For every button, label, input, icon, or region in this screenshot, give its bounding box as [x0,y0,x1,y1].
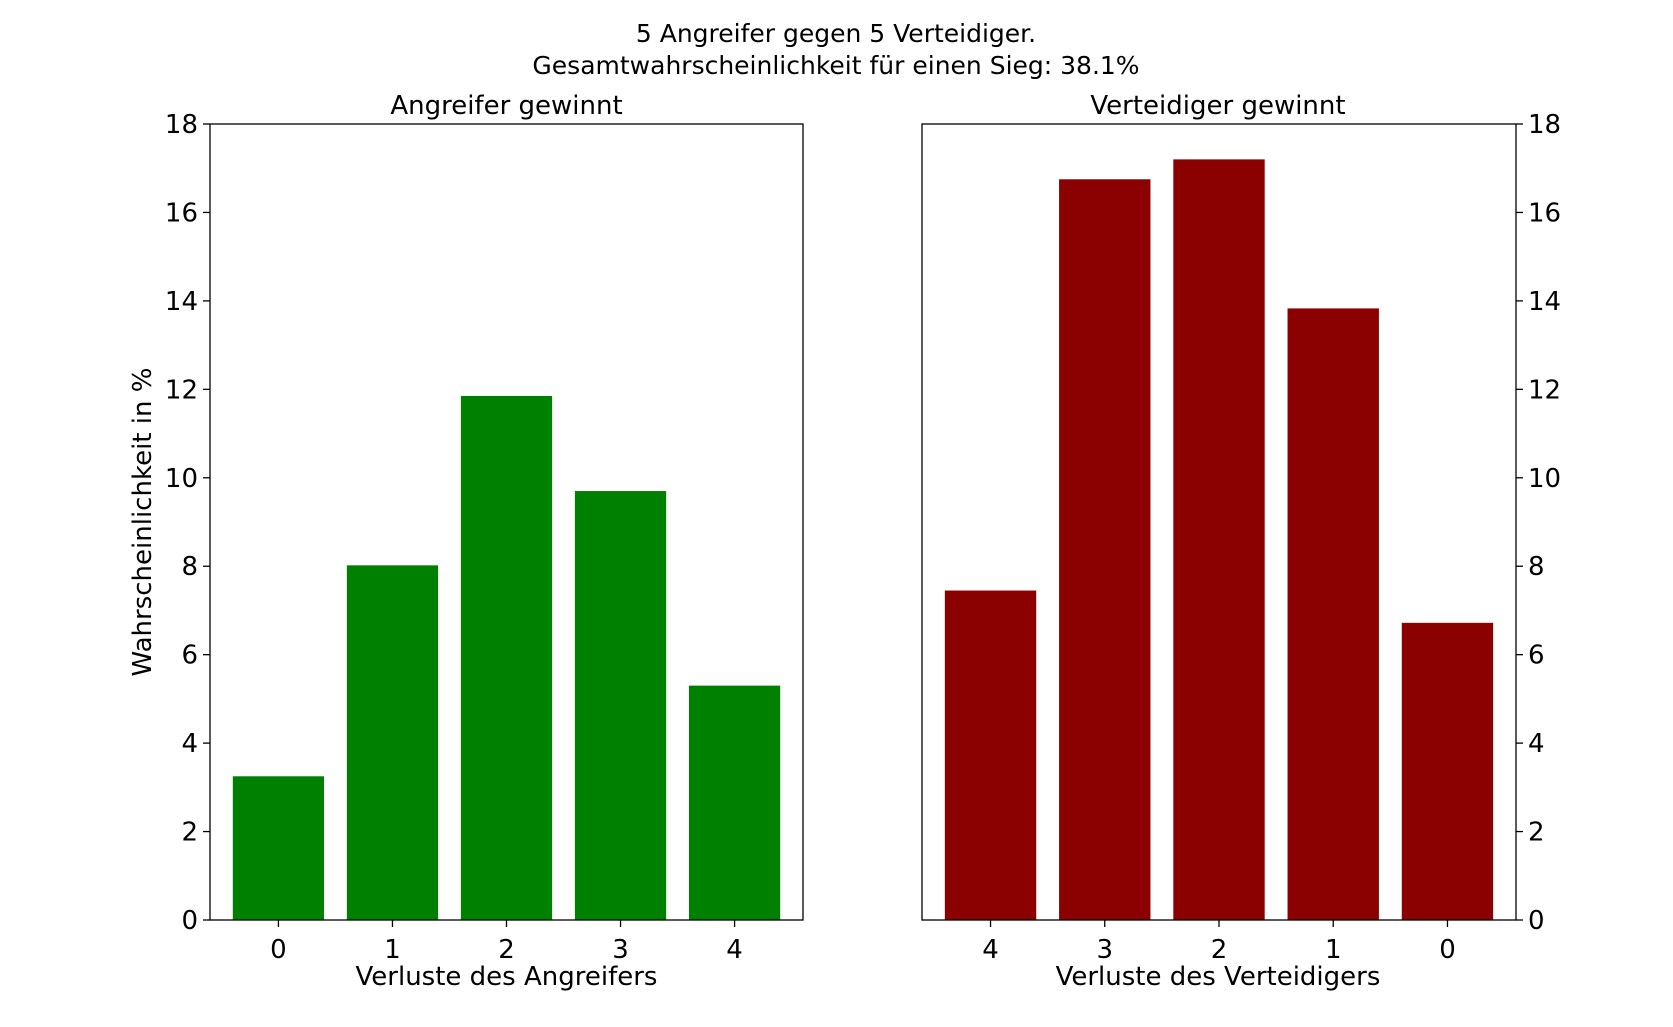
y-tick-label: 8 [1528,552,1545,582]
x-axis-label-defender: Verluste des Verteidigers [1056,962,1381,992]
figure-title-line-1: 5 Angreifer gegen 5 Verteidiger. [636,19,1036,48]
x-tick-label: 2 [498,935,515,965]
bar-attacker-2 [460,395,553,921]
bar-defender-3 [1059,179,1151,920]
x-tick-label: 3 [1096,935,1113,965]
bar-attacker-0 [232,776,325,920]
y-tick-label: 2 [1528,818,1545,848]
y-tick-label: 2 [181,818,198,848]
panel-title-attacker: Angreifer gewinnt [390,91,622,121]
plot-frame-defender [921,123,1517,921]
x-tick-label: 0 [1439,935,1456,965]
bars-defender [944,159,1494,920]
y-tick-label: 12 [1528,375,1561,405]
bar-attacker-4 [688,685,781,920]
y-tick-label: 18 [165,110,198,140]
y-tick-label: 6 [1528,641,1545,671]
y-tick-label: 16 [165,198,198,228]
y-tick-label: 14 [1528,287,1561,317]
y-axis-label-attacker: Wahrscheinlichkeit in % [128,368,158,677]
y-tick-label: 0 [181,906,198,936]
y-tick-label: 14 [165,287,198,317]
bar-defender-4 [944,590,1037,920]
x-axis-ticks-defender: 4 3 2 1 0 [982,920,1456,965]
y-tick-label: 4 [1528,729,1545,759]
x-tick-label: 1 [384,935,401,965]
x-tick-label: 4 [726,935,743,965]
x-axis-label-attacker: Verluste des Angreifers [356,962,658,992]
y-tick-label: 0 [1528,906,1545,936]
y-tick-label: 18 [1528,110,1561,140]
y-axis-ticks-defender: 0 2 4 6 8 10 12 14 16 18 [1516,110,1561,936]
x-tick-label: 2 [1211,935,1228,965]
y-tick-label: 16 [1528,198,1561,228]
y-axis-ticks-attacker: 0 2 4 6 8 10 12 14 16 18 [165,110,210,936]
figure-title-line-2: Gesamtwahrscheinlichkeit für einen Sieg:… [532,51,1139,80]
x-axis-ticks-attacker: 0 1 2 3 4 [270,920,743,965]
panel-title-defender: Verteidiger gewinnt [1090,91,1345,121]
x-tick-label: 4 [982,935,999,965]
y-tick-label: 12 [165,375,198,405]
x-tick-label: 3 [612,935,629,965]
bar-attacker-1 [346,565,439,920]
x-tick-label: 0 [270,935,287,965]
plot-frame-attacker [209,123,804,921]
y-tick-label: 10 [1528,464,1561,494]
y-tick-label: 8 [181,552,198,582]
bars-attacker [232,395,781,921]
x-tick-label: 1 [1325,935,1342,965]
bar-defender-1 [1287,308,1379,920]
y-tick-label: 10 [165,464,198,494]
bar-defender-2 [1173,159,1265,920]
bar-attacker-3 [574,491,667,920]
bar-defender-0 [1401,622,1494,920]
y-tick-label: 4 [181,729,198,759]
y-tick-label: 6 [181,641,198,671]
